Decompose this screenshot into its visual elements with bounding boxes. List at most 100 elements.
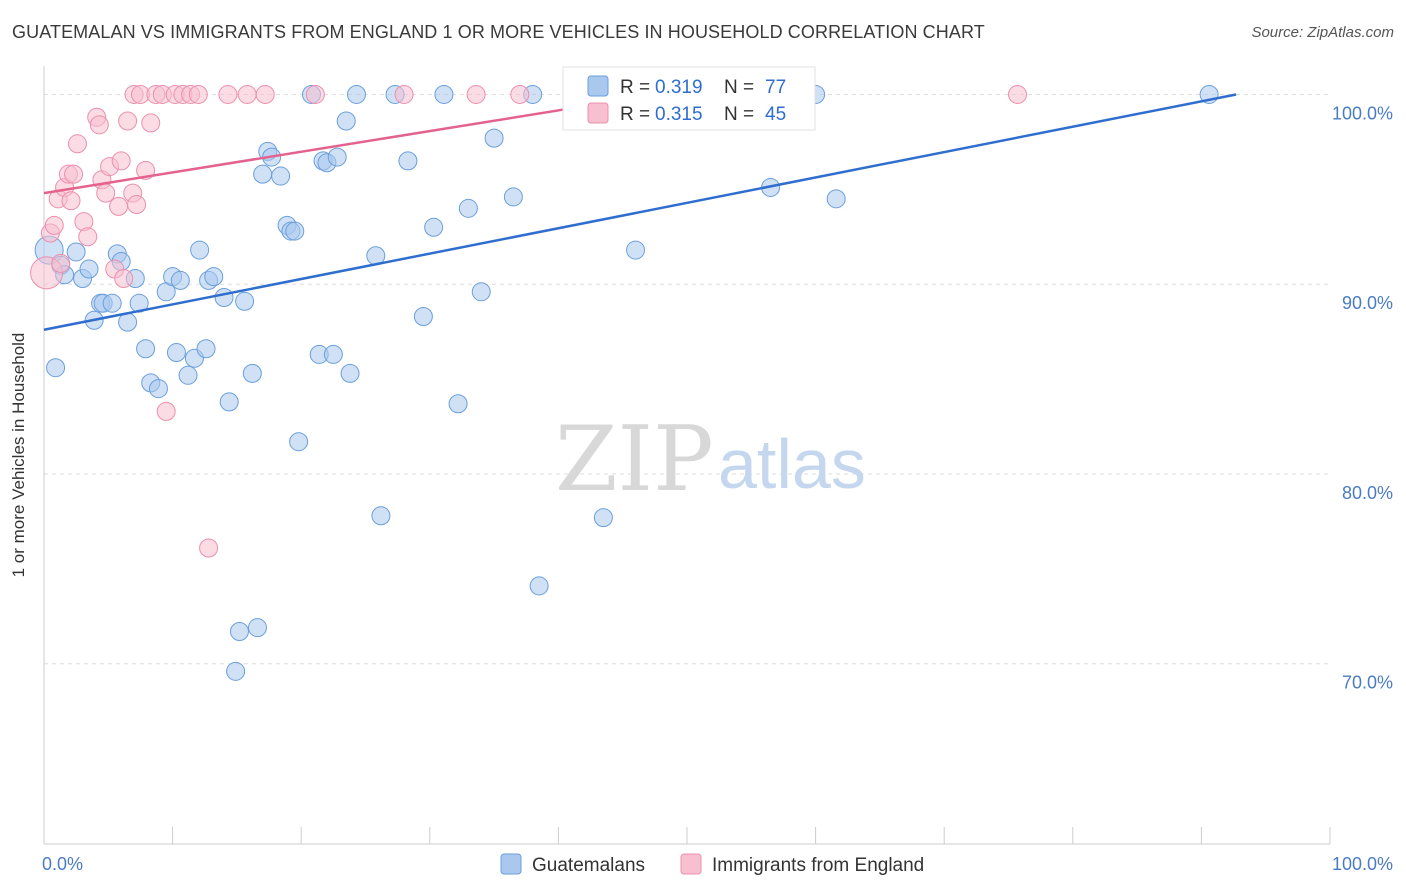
series-legend: Guatemalans Immigrants from England [500, 853, 924, 876]
point-guatemalans-29 [214, 288, 234, 308]
point-england-8 [64, 164, 84, 184]
point-guatemalans-18 [148, 379, 168, 399]
point-england-37 [237, 84, 257, 104]
point-england-41 [466, 84, 486, 104]
x-tick-label-1: 100.0% [1332, 854, 1393, 874]
y-tick-labels: 100.0% 90.0% 80.0% 70.0% [1332, 103, 1393, 692]
trend-line-england [43, 93, 658, 195]
chart-title: GUATEMALAN VS IMMIGRANTS FROM ENGLAND 1 … [12, 22, 985, 42]
source-label: Source: ZipAtlas.com [1251, 24, 1394, 41]
point-guatemalans-58 [424, 217, 444, 237]
point-guatemalans-32 [229, 621, 249, 641]
point-england-38 [255, 84, 275, 104]
point-england-4 [51, 253, 71, 273]
point-guatemalans-25 [190, 240, 210, 260]
point-england-11 [78, 227, 98, 247]
point-england-21 [118, 111, 138, 131]
point-england-42 [510, 84, 530, 104]
stats-r-label-0: R = [620, 77, 650, 98]
point-england-9 [67, 134, 87, 154]
point-guatemalans-21 [166, 343, 186, 363]
point-guatemalans-56 [398, 151, 418, 171]
point-guatemalans-62 [471, 282, 491, 302]
point-guatemalans-6 [79, 259, 99, 279]
gridlines [44, 93, 1330, 665]
point-england-15 [96, 183, 116, 203]
point-guatemalans-68 [626, 240, 646, 260]
point-guatemalans-43 [289, 432, 309, 452]
point-england-23 [127, 195, 147, 215]
y-tick-label-2: 80.0% [1342, 483, 1393, 503]
y-tick-label-3: 70.0% [1342, 673, 1393, 693]
stats-n-label-0: N = [724, 77, 754, 98]
x-tick-label-0: 0.0% [42, 854, 83, 874]
data-points [30, 84, 1219, 681]
point-england-18 [109, 196, 129, 216]
point-england-27 [141, 113, 161, 133]
point-guatemalans-67 [593, 508, 613, 528]
point-guatemalans-36 [253, 164, 273, 184]
point-guatemalans-30 [219, 392, 239, 412]
point-guatemalans-4 [66, 242, 86, 262]
stats-r-label-1: R = [620, 104, 650, 125]
legend-label-england: Immigrants from England [712, 855, 924, 876]
point-guatemalans-66 [529, 576, 549, 596]
stats-swatch-england [587, 102, 609, 124]
stats-r-value-1: 0.315 [655, 104, 703, 125]
watermark: ZIP atlas [555, 407, 866, 512]
legend-swatch-guatemalans [500, 853, 522, 875]
point-guatemalans-31 [226, 661, 246, 681]
point-england-7 [61, 191, 81, 211]
point-guatemalans-16 [136, 339, 156, 359]
point-guatemalans-64 [503, 187, 523, 207]
point-england-13 [89, 115, 109, 135]
point-guatemalans-63 [484, 128, 504, 148]
point-guatemalans-10 [102, 293, 122, 313]
point-england-20 [114, 269, 134, 289]
watermark-atlas: atlas [718, 425, 866, 503]
stats-r-value-0: 0.319 [655, 77, 703, 98]
axes [43, 66, 1331, 845]
point-england-43 [1008, 84, 1028, 104]
point-guatemalans-39 [271, 166, 291, 186]
point-guatemalans-72 [826, 189, 846, 209]
trend-lines [43, 93, 1237, 331]
stats-swatch-guatemalans [587, 75, 609, 97]
point-guatemalans-28 [204, 267, 224, 287]
point-guatemalans-42 [285, 221, 305, 241]
point-guatemalans-22 [170, 270, 190, 290]
legend-label-guatemalans: Guatemalans [532, 855, 645, 876]
point-guatemalans-33 [235, 291, 255, 311]
trend-line-guatemalans [43, 93, 1237, 331]
stats-n-label-1: N = [724, 104, 754, 125]
point-england-40 [394, 84, 414, 104]
point-england-36 [218, 84, 238, 104]
point-guatemalans-49 [327, 147, 347, 167]
stats-n-value-0: 77 [765, 77, 786, 98]
point-guatemalans-34 [242, 363, 262, 383]
watermark-zip: ZIP [555, 407, 714, 512]
y-tick-label-0: 100.0% [1332, 103, 1393, 123]
point-england-19 [111, 151, 131, 171]
stats-legend: R = 0.319 N = 77 R = 0.315 N = 45 [562, 66, 816, 131]
point-guatemalans-52 [346, 84, 366, 104]
point-guatemalans-48 [323, 344, 343, 364]
point-guatemalans-61 [458, 198, 478, 218]
point-guatemalans-1 [46, 358, 66, 378]
point-guatemalans-59 [434, 84, 454, 104]
point-guatemalans-35 [247, 618, 267, 638]
point-england-2 [44, 215, 64, 235]
point-guatemalans-57 [413, 306, 433, 326]
x-tick-labels: 0.0% 100.0% [42, 854, 1393, 874]
point-guatemalans-51 [340, 363, 360, 383]
point-england-34 [188, 84, 208, 104]
point-england-35 [199, 538, 219, 558]
point-guatemalans-60 [448, 394, 468, 414]
point-england-30 [156, 401, 176, 421]
point-guatemalans-13 [118, 312, 138, 332]
legend-swatch-england [680, 853, 702, 875]
point-guatemalans-50 [336, 111, 356, 131]
stats-n-value-1: 45 [765, 104, 786, 125]
point-guatemalans-26 [196, 339, 216, 359]
point-guatemalans-23 [178, 365, 198, 385]
